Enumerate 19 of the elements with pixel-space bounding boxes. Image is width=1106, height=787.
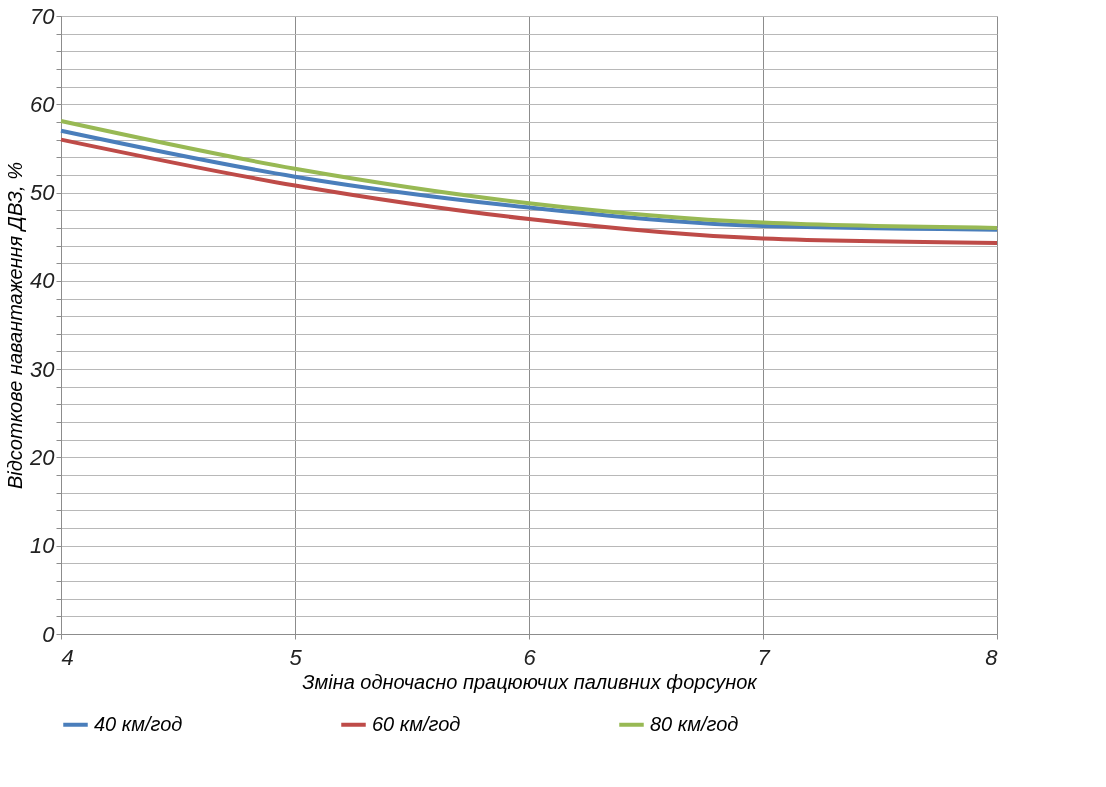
x-tick-label: 4 bbox=[61, 644, 74, 670]
y-tick-label: 70 bbox=[30, 3, 56, 29]
y-tick-label: 30 bbox=[30, 356, 56, 382]
legend-label: 40 км/год bbox=[94, 712, 183, 735]
y-tick-label: 10 bbox=[30, 533, 56, 559]
x-tick-label: 8 bbox=[985, 644, 999, 670]
x-tick-label: 5 bbox=[289, 644, 303, 670]
y-tick-label: 40 bbox=[30, 268, 56, 294]
legend-label: 60 км/год bbox=[372, 712, 461, 735]
y-tick-label: 50 bbox=[30, 180, 56, 206]
y-axis-title: Відсоткове навантаження ДВЗ, % bbox=[4, 162, 27, 489]
y-tick-label: 60 bbox=[30, 91, 56, 117]
x-axis-title: Зміна одночасно працюючих паливних форсунок bbox=[302, 670, 759, 693]
y-tick-label: 20 bbox=[29, 444, 56, 470]
legend-label: 80 км/год bbox=[650, 712, 739, 735]
line-series bbox=[59, 137, 999, 245]
x-tick-label: 7 bbox=[757, 644, 771, 670]
y-tick-label: 0 bbox=[42, 621, 56, 647]
x-tick-label: 6 bbox=[523, 644, 537, 670]
